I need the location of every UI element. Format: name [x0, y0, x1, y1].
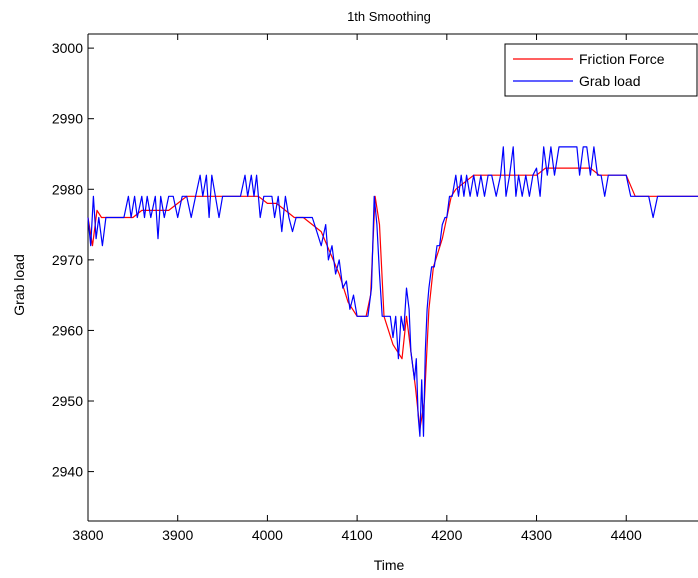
x-axis-label: Time: [374, 557, 405, 573]
y-tick-label: 2960: [52, 322, 83, 338]
x-tick-label: 4200: [431, 527, 462, 543]
x-tick-label: 3900: [162, 527, 193, 543]
y-tick-label: 2980: [52, 181, 83, 197]
x-tick-label: 4000: [252, 527, 283, 543]
legend: Friction Force Grab load: [504, 43, 698, 97]
x-tick-label: 4400: [611, 527, 642, 543]
x-tick-label: 4300: [521, 527, 552, 543]
legend-box: [504, 43, 698, 97]
y-tick-label: 2990: [52, 111, 83, 127]
x-tick-label: 4100: [342, 527, 373, 543]
chart-title: 1th Smoothing: [347, 9, 431, 24]
y-tick-label: 2940: [52, 464, 83, 480]
legend-label: Friction Force: [579, 51, 665, 67]
legend-label: Grab load: [579, 73, 640, 89]
y-tick-label: 2950: [52, 393, 83, 409]
series-line-grab-load: [87, 146, 698, 437]
y-tick-label: 2970: [52, 252, 83, 268]
x-tick-label: 3800: [72, 527, 103, 543]
y-axis-label: Grab load: [11, 254, 27, 315]
plot-area: 3800 3900 4000 4100 4200 4300 4400 2940 2950 2960…: [52, 33, 698, 543]
y-tick-label: 3000: [52, 40, 83, 56]
